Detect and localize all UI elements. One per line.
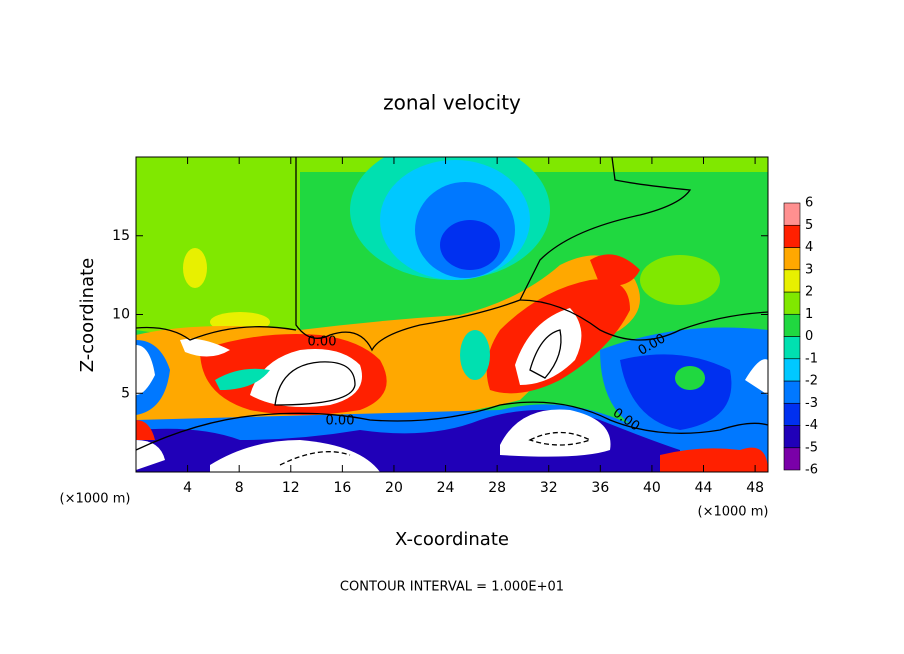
colorbar-label: 0	[805, 329, 813, 344]
x-tick-label: 24	[437, 480, 455, 496]
x-tick-label: 20	[385, 480, 403, 496]
contour-label: 0.00	[326, 414, 355, 429]
colorbar-label: 2	[805, 285, 813, 300]
field-region	[136, 345, 155, 395]
x-tick-label: 8	[235, 480, 244, 496]
field-region	[460, 330, 490, 380]
contour-line	[136, 401, 768, 451]
x-tick-label: 36	[591, 480, 609, 496]
x-tick-label: 32	[540, 480, 558, 496]
field-region	[675, 366, 705, 390]
colorbar-swatch	[783, 224, 801, 248]
chart-title: zonal velocity	[383, 91, 521, 115]
field-region	[183, 248, 207, 288]
x-unit-label: (×1000 m)	[698, 505, 769, 520]
colorbar-label: -6	[805, 463, 818, 478]
footer-note: CONTOUR INTERVAL = 1.000E+01	[340, 580, 564, 595]
colorbar-label: 4	[805, 240, 813, 255]
y-tick-label: 10	[112, 307, 130, 323]
field-region	[590, 254, 640, 286]
contour-line	[519, 299, 768, 341]
colorbar-label: -3	[805, 396, 818, 411]
contour-line	[274, 361, 356, 406]
colorbar-label: 6	[805, 196, 813, 211]
contour-line	[529, 329, 562, 379]
field-region	[440, 220, 500, 270]
colorbar-swatch	[783, 336, 801, 360]
colorbar-swatch	[783, 269, 801, 293]
contour-line	[528, 431, 592, 446]
x-tick-label: 48	[746, 480, 764, 496]
field-region	[136, 157, 300, 338]
contour-line	[279, 451, 351, 466]
contour-field	[136, 157, 768, 472]
field-region	[210, 440, 380, 472]
x-tick-label: 16	[333, 480, 351, 496]
colorbar-swatch	[783, 247, 801, 271]
colorbar-swatch	[783, 447, 801, 471]
colorbar-swatch	[783, 202, 801, 226]
x-tick-label: 4	[183, 480, 192, 496]
contour-line	[136, 326, 297, 341]
field-region	[660, 447, 768, 472]
colorbar-label: 3	[805, 262, 813, 277]
field-region	[640, 255, 720, 305]
colorbar-label: -2	[805, 374, 818, 389]
colorbar-swatch	[783, 291, 801, 315]
contour-line	[295, 157, 692, 352]
colorbar-label: -4	[805, 418, 818, 433]
field-region	[136, 420, 155, 440]
field-region	[745, 359, 768, 395]
x-tick-label: 28	[488, 480, 506, 496]
x-tick-label: 12	[282, 480, 300, 496]
x-tick-label: 40	[643, 480, 661, 496]
y-axis-label: Z-coordinate	[77, 258, 98, 373]
y-tick-label: 5	[121, 385, 130, 401]
y-tick-label: 15	[112, 228, 130, 244]
colorbar-label: 1	[805, 307, 813, 322]
colorbar-label: 5	[805, 218, 813, 233]
contour-lines	[136, 157, 768, 466]
colorbar-label: -1	[805, 351, 818, 366]
colorbar-swatch	[783, 402, 801, 426]
x-tick-label: 44	[695, 480, 713, 496]
colorbar-swatch	[783, 358, 801, 382]
colorbar-swatch	[783, 313, 801, 337]
colorbar-label: -5	[805, 440, 818, 455]
contour-label: 0.00	[308, 335, 337, 350]
colorbar-swatch	[783, 425, 801, 449]
colorbar-swatch	[783, 380, 801, 404]
field-region	[136, 440, 165, 470]
x-axis-label: X-coordinate	[395, 529, 509, 550]
field-region	[180, 338, 230, 357]
field-region	[215, 368, 270, 390]
x-unit-label: (×1000 m)	[60, 492, 131, 507]
